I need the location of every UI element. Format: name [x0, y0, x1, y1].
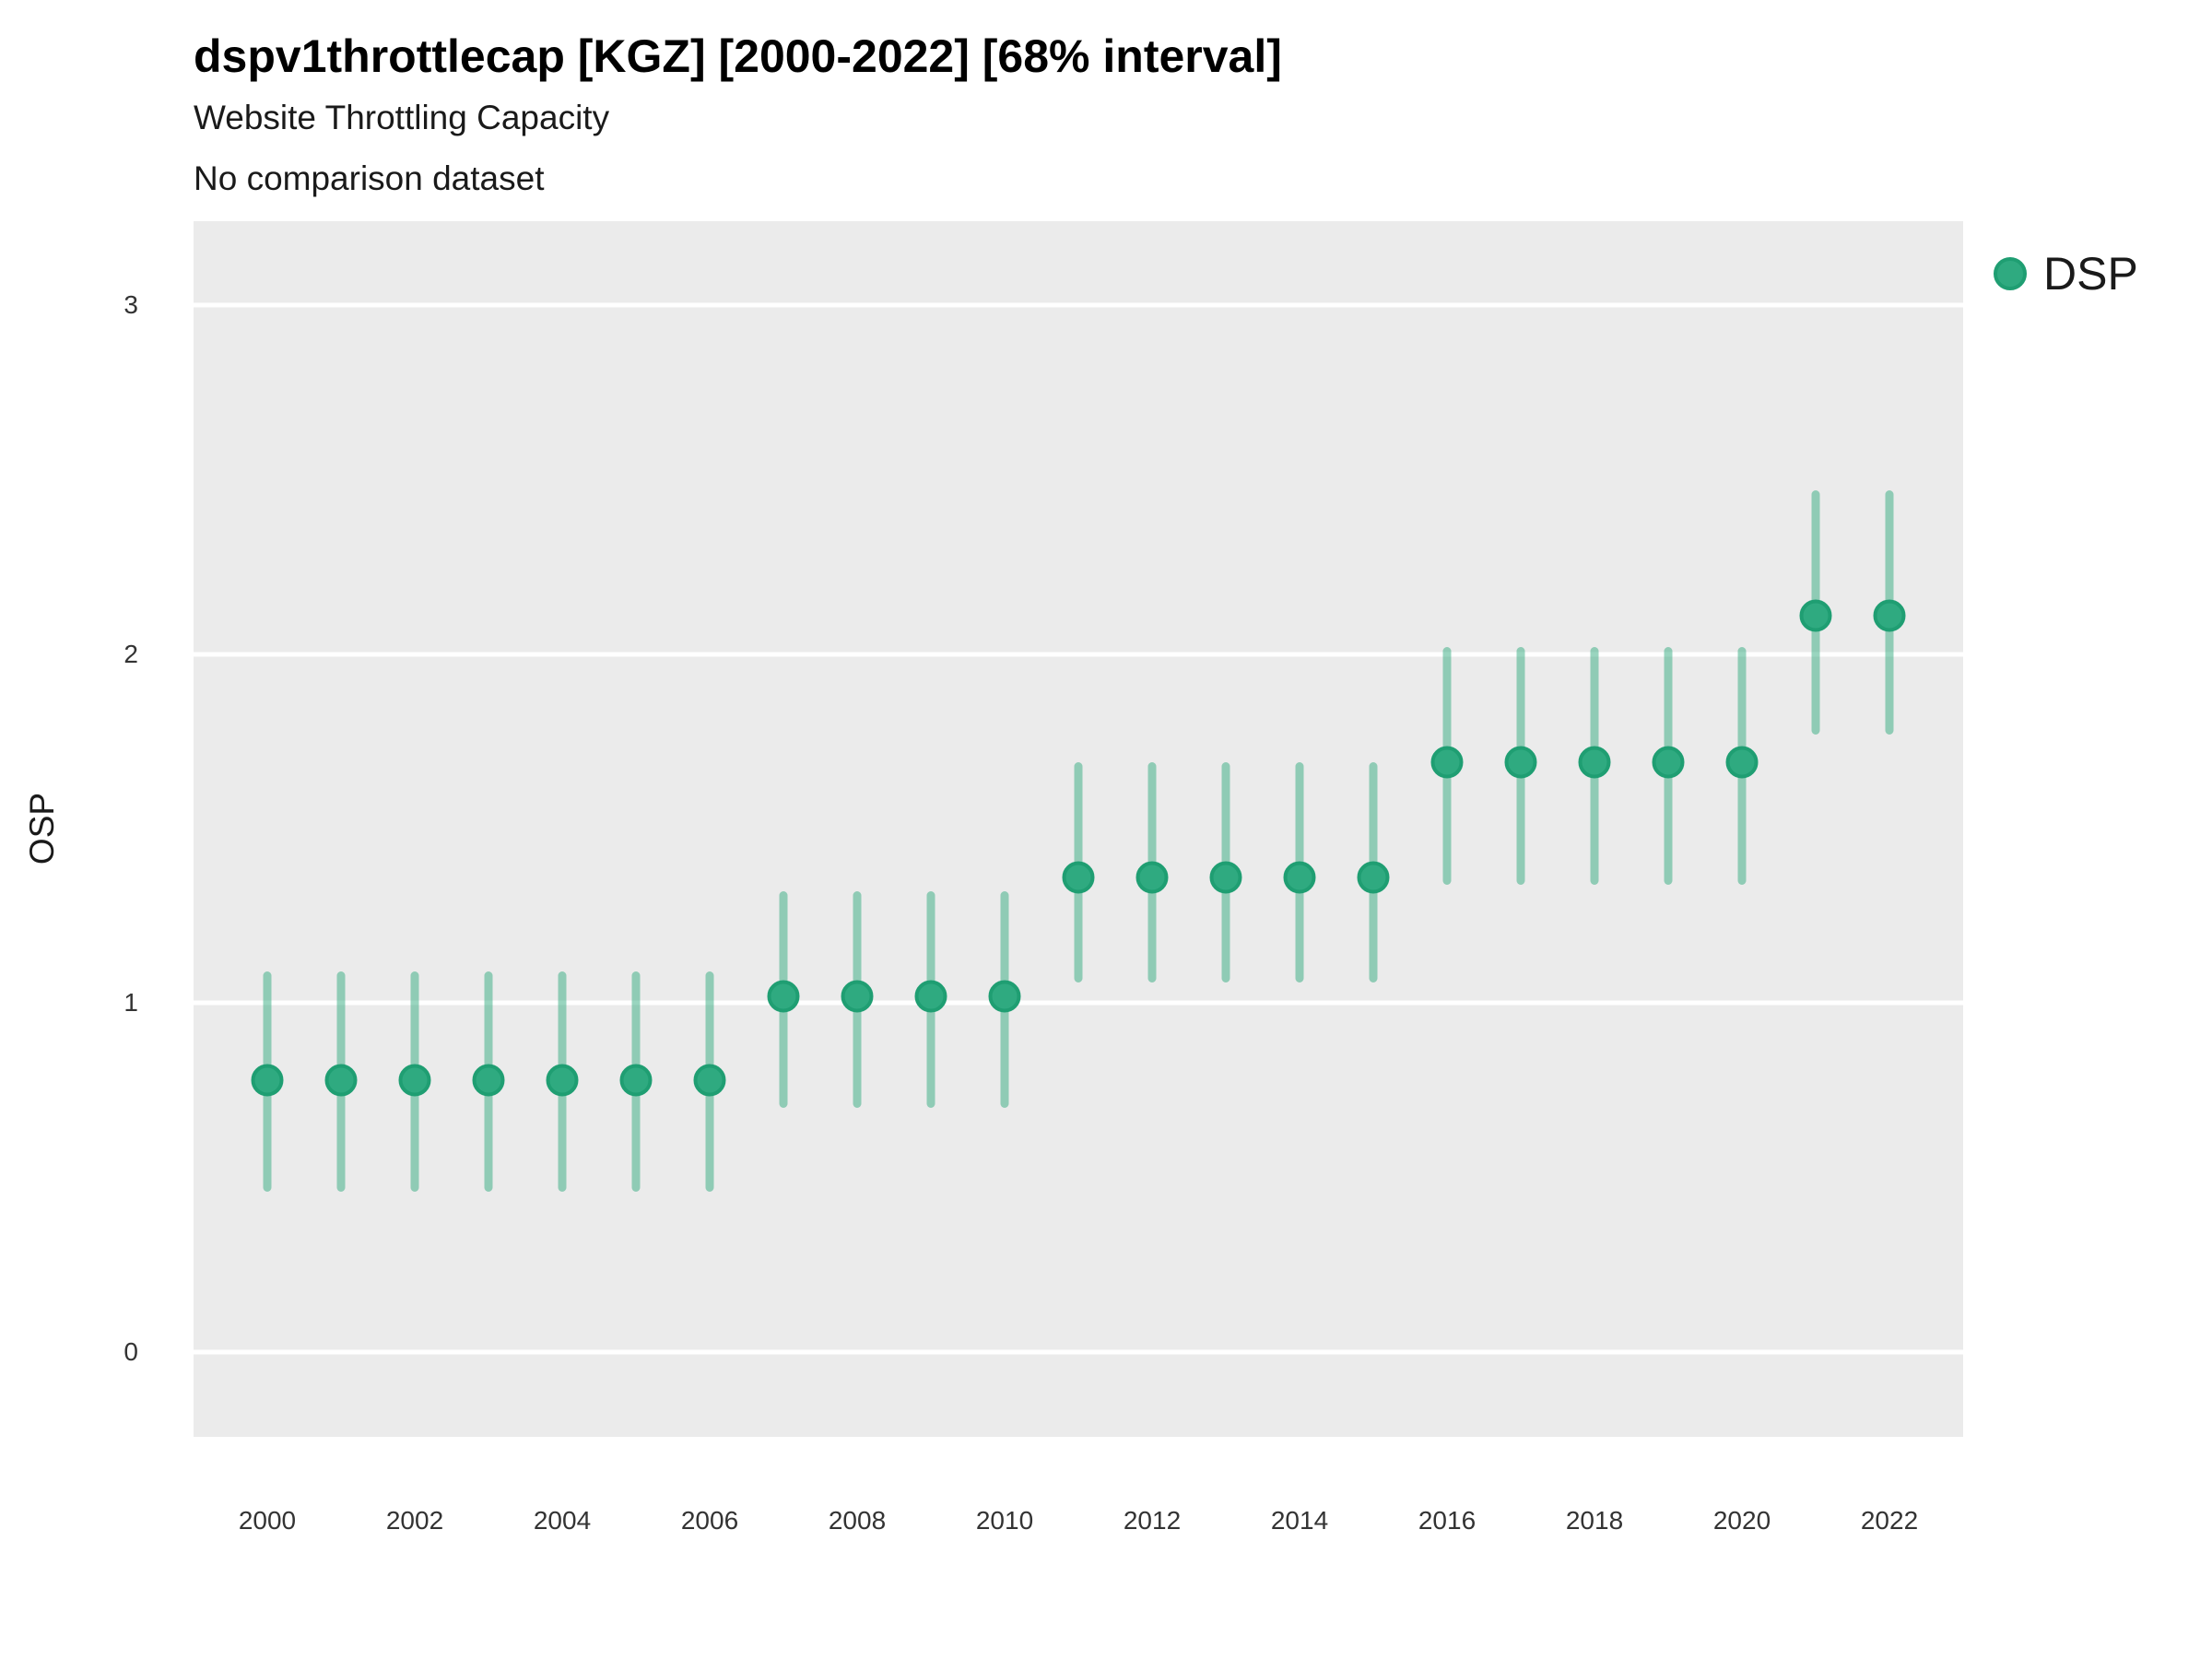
x-axis-tick-labels: 2000 2002 2004 2006 2008 2010 2012 2014 2016 2018…	[194, 1508, 1963, 1547]
legend: DSP	[1994, 251, 2138, 297]
estimate-point-2019	[1652, 746, 1685, 779]
x-tick-label-2000: 2000	[238, 1506, 297, 1535]
estimate-point-2010	[988, 980, 1021, 1013]
x-tick-label-2010: 2010	[975, 1506, 1034, 1535]
x-tick-label-2004: 2004	[533, 1506, 592, 1535]
estimate-point-2014	[1283, 861, 1316, 894]
estimate-point-2000	[251, 1064, 284, 1097]
estimate-point-2001	[324, 1064, 358, 1097]
gridline-y-0	[194, 1349, 1963, 1355]
plot-panel	[194, 221, 1963, 1437]
estimate-point-2020	[1725, 746, 1759, 779]
chart-comparison-note: No comparison dataset	[194, 159, 545, 197]
x-tick-label-2002: 2002	[385, 1506, 444, 1535]
x-tick-label-2012: 2012	[1123, 1506, 1182, 1535]
x-tick-label-2020: 2020	[1712, 1506, 1771, 1535]
y-axis-tick-labels: 0 1 2 3	[0, 221, 138, 1437]
x-tick-label-2008: 2008	[828, 1506, 887, 1535]
estimate-point-2009	[914, 980, 947, 1013]
y-tick-label-1: 1	[124, 988, 138, 1018]
estimate-point-2021	[1799, 599, 1832, 632]
gridline-y-1	[194, 1000, 1963, 1006]
gridline-y-2	[194, 652, 1963, 657]
y-tick-label-0: 0	[124, 1336, 138, 1366]
estimate-point-2011	[1062, 861, 1095, 894]
estimate-point-2005	[619, 1064, 653, 1097]
estimate-point-2007	[767, 980, 800, 1013]
estimate-point-2018	[1578, 746, 1611, 779]
x-tick-label-2022: 2022	[1860, 1506, 1919, 1535]
estimate-point-2017	[1504, 746, 1537, 779]
x-tick-label-2006: 2006	[680, 1506, 739, 1535]
legend-label: DSP	[2043, 248, 2138, 300]
estimate-point-2012	[1135, 861, 1169, 894]
x-tick-label-2018: 2018	[1565, 1506, 1624, 1535]
x-tick-label-2016: 2016	[1418, 1506, 1477, 1535]
gridline-y-3	[194, 302, 1963, 308]
chart-title: dspv1throttlecap [KGZ] [2000-2022] [68% …	[194, 30, 1282, 82]
estimate-point-2003	[472, 1064, 505, 1097]
estimate-point-2004	[546, 1064, 579, 1097]
estimate-point-2013	[1209, 861, 1242, 894]
y-tick-label-3: 3	[124, 289, 138, 319]
estimate-point-2008	[841, 980, 874, 1013]
x-tick-label-2014: 2014	[1270, 1506, 1329, 1535]
y-tick-label-2: 2	[124, 639, 138, 668]
estimate-point-2002	[398, 1064, 431, 1097]
estimate-point-2006	[693, 1064, 726, 1097]
chart-subtitle: Website Throttling Capacity	[194, 99, 610, 136]
estimate-point-2015	[1357, 861, 1390, 894]
estimate-point-2022	[1873, 599, 1906, 632]
legend-point-icon	[1994, 257, 2027, 290]
estimate-point-2016	[1430, 746, 1464, 779]
